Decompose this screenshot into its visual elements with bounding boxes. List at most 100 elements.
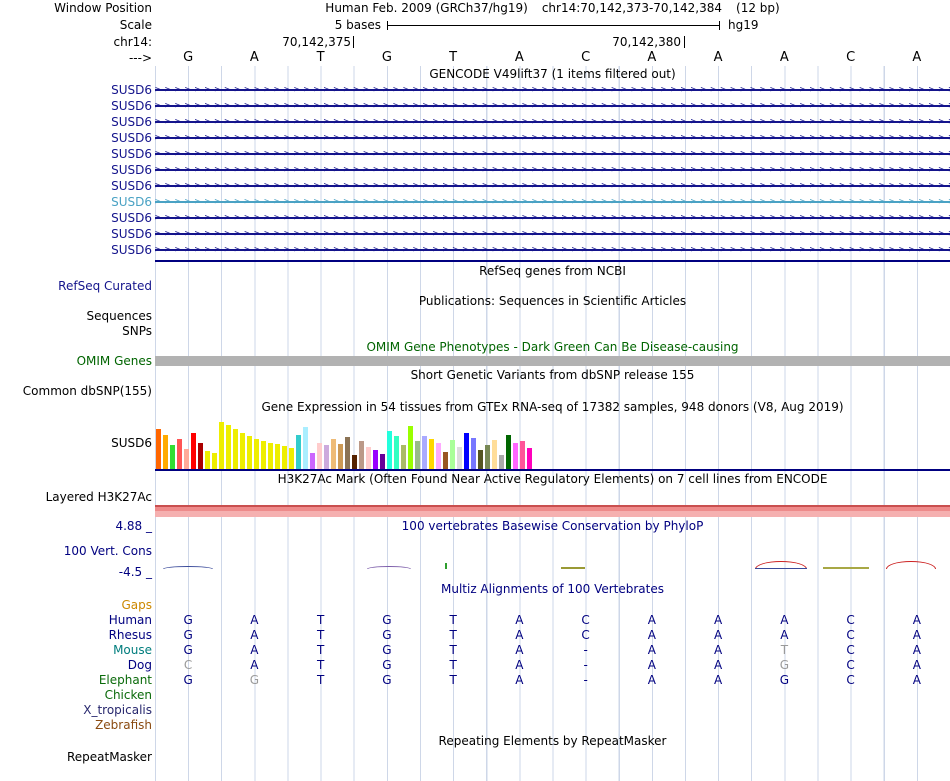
gtex-expression-bar[interactable] (184, 449, 189, 469)
gencode-transcript-label[interactable]: SUSD6 (111, 179, 152, 193)
gtex-expression-bar[interactable] (296, 435, 301, 469)
omim-gene-bar[interactable] (155, 356, 950, 366)
gtex-expression-bar[interactable] (289, 448, 294, 469)
conservation-mark[interactable] (823, 567, 869, 569)
gtex-expression-bar[interactable] (317, 443, 322, 469)
gtex-expression-bar[interactable] (156, 429, 161, 469)
gencode-transcript[interactable]: >>>>>>>>>>>>>>>>>>>>>>>>>>>>>>>>>>>>>>>>… (155, 210, 950, 226)
gencode-transcript[interactable]: >>>>>>>>>>>>>>>>>>>>>>>>>>>>>>>>>>>>>>>>… (155, 178, 950, 194)
sequences-track[interactable] (155, 309, 950, 324)
refseq-curated-label[interactable]: RefSeq Curated (58, 279, 152, 293)
repeatmasker-label[interactable]: RepeatMasker (66, 750, 152, 764)
gencode-transcript-label[interactable]: SUSD6 (111, 211, 152, 225)
gtex-expression-bar[interactable] (310, 453, 315, 469)
gtex-expression-bar[interactable] (401, 445, 406, 469)
gtex-expression-bar[interactable] (464, 433, 469, 469)
omim-genes-label[interactable]: OMIM Genes (76, 355, 152, 368)
gencode-transcript[interactable]: >>>>>>>>>>>>>>>>>>>>>>>>>>>>>>>>>>>>>>>>… (155, 146, 950, 162)
gtex-expression-bar[interactable] (205, 451, 210, 469)
h3k27-label[interactable]: Layered H3K27Ac (45, 490, 152, 504)
snps-row[interactable]: SNPs (0, 324, 950, 339)
species-label[interactable]: Dog (127, 658, 152, 672)
sequences-label[interactable]: Sequences (86, 309, 152, 323)
gtex-expression-bar[interactable] (177, 439, 182, 469)
gencode-transcript-label[interactable]: SUSD6 (111, 195, 152, 209)
snps-label[interactable]: SNPs (122, 324, 152, 338)
gtex-expression-bar[interactable] (303, 427, 308, 469)
alignment-cells[interactable] (155, 688, 950, 703)
gtex-expression-bar[interactable] (380, 454, 385, 469)
gtex-expression-bar[interactable] (275, 444, 280, 469)
gtex-expression-bar[interactable] (366, 447, 371, 469)
species-label[interactable]: Human (108, 613, 152, 627)
conservation-mark[interactable] (886, 561, 936, 569)
gencode-transcript-label[interactable]: SUSD6 (111, 227, 152, 241)
h3k27-track[interactable] (155, 487, 950, 517)
gtex-expression-bar[interactable] (191, 433, 196, 469)
gencode-transcript-label[interactable]: SUSD6 (111, 147, 152, 161)
gencode-transcript[interactable]: >>>>>>>>>>>>>>>>>>>>>>>>>>>>>>>>>>>>>>>>… (155, 162, 950, 178)
repeatmasker-row[interactable]: RepeatMasker (0, 750, 950, 765)
gtex-expression-bar[interactable] (457, 447, 462, 469)
gtex-expression-bar[interactable] (198, 443, 203, 469)
gtex-expression-bar[interactable] (415, 441, 420, 469)
dbsnp-track[interactable] (155, 383, 950, 399)
snps-track[interactable] (155, 324, 950, 339)
gencode-transcript[interactable]: >>>>>>>>>>>>>>>>>>>>>>>>>>>>>>>>>>>>>>>>… (155, 242, 950, 258)
gtex-expression-bar[interactable] (261, 441, 266, 469)
gtex-expression-bar[interactable] (443, 452, 448, 469)
gtex-expression-bar[interactable] (212, 453, 217, 469)
gtex-expression-bar[interactable] (226, 425, 231, 469)
gencode-transcript[interactable]: >>>>>>>>>>>>>>>>>>>>>>>>>>>>>>>>>>>>>>>>… (155, 226, 950, 242)
gtex-expression-bar[interactable] (373, 450, 378, 469)
species-label[interactable]: Rhesus (108, 628, 152, 642)
gtex-expression-bar[interactable] (282, 446, 287, 469)
gtex-expression-bar[interactable] (471, 438, 476, 469)
gencode-transcript-label[interactable]: SUSD6 (111, 131, 152, 145)
dbsnp-row[interactable]: Common dbSNP(155) (0, 383, 950, 399)
species-label[interactable]: X_tropicalis (83, 703, 152, 717)
gencode-transcript[interactable]: >>>>>>>>>>>>>>>>>>>>>>>>>>>>>>>>>>>>>>>>… (155, 114, 950, 130)
conservation-mark[interactable] (445, 563, 447, 569)
gencode-transcript[interactable]: >>>>>>>>>>>>>>>>>>>>>>>>>>>>>>>>>>>>>>>>… (155, 130, 950, 146)
alignment-cells[interactable] (155, 718, 950, 733)
conservation-track[interactable] (155, 535, 950, 581)
gtex-expression-bar[interactable] (478, 450, 483, 469)
h3k27-signal-band[interactable] (155, 505, 950, 517)
gencode-transcript-label[interactable]: SUSD6 (111, 115, 152, 129)
gtex-gene-label[interactable]: SUSD6 (111, 436, 152, 450)
gtex-expression-bar[interactable] (520, 441, 525, 469)
gtex-expression-bar[interactable] (436, 443, 441, 469)
species-label[interactable]: Zebrafish (95, 718, 152, 732)
gtex-expression-bar[interactable] (394, 436, 399, 469)
gencode-transcript[interactable]: >>>>>>>>>>>>>>>>>>>>>>>>>>>>>>>>>>>>>>>>… (155, 194, 950, 210)
gtex-expression-bar[interactable] (324, 445, 329, 469)
dense-transcript-track[interactable] (155, 258, 950, 264)
gencode-transcript[interactable]: >>>>>>>>>>>>>>>>>>>>>>>>>>>>>>>>>>>>>>>>… (155, 82, 950, 98)
omim-genes-row[interactable]: OMIM Genes (0, 355, 950, 368)
gtex-expression-bar[interactable] (331, 439, 336, 469)
species-label[interactable]: Elephant (98, 673, 152, 687)
gtex-expression-bar[interactable] (163, 435, 168, 469)
gtex-expression-bar[interactable] (359, 441, 364, 469)
refseq-curated-row[interactable]: RefSeq Curated (0, 279, 950, 294)
gtex-expression-bar[interactable] (429, 439, 434, 469)
gtex-expression-bar[interactable] (338, 444, 343, 469)
species-label[interactable]: Chicken (104, 688, 152, 702)
conservation-track-label[interactable]: 100 Vert. Cons (63, 544, 152, 558)
gtex-expression-bar[interactable] (247, 436, 252, 469)
gtex-expression-bar[interactable] (170, 445, 175, 469)
omim-genes-track[interactable] (155, 355, 950, 368)
gtex-expression-bar[interactable] (240, 433, 245, 469)
repeatmasker-track[interactable] (155, 750, 950, 765)
gtex-expression-bar[interactable] (254, 439, 259, 469)
gtex-expression-bar[interactable] (268, 443, 273, 469)
alignment-cells[interactable] (155, 598, 950, 613)
gencode-transcript-label[interactable]: SUSD6 (111, 243, 152, 257)
dbsnp-label[interactable]: Common dbSNP(155) (22, 384, 152, 398)
gtex-expression-bar[interactable] (352, 455, 357, 469)
